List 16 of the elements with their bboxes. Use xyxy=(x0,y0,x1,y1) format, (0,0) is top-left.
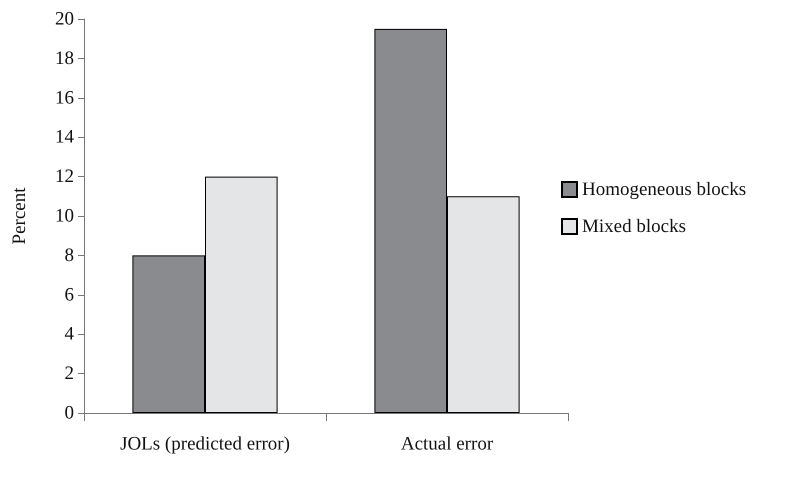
y-tick-label: 10 xyxy=(55,206,74,226)
y-tick-label: 12 xyxy=(55,166,74,188)
y-tick-label: 16 xyxy=(55,87,74,108)
y-tick-label: 18 xyxy=(55,48,74,69)
x-tick-label: JOLs (predicted error) xyxy=(120,434,290,454)
legend-label: Mixed blocks xyxy=(582,216,686,237)
legend-label: Homogeneous blocks xyxy=(582,179,746,200)
y-tick-label: 2 xyxy=(64,363,74,384)
y-tick-label: 14 xyxy=(55,126,74,148)
y-tick-label: 20 xyxy=(55,8,74,30)
x-tick-label: Actual error xyxy=(400,434,494,454)
y-tick-label: 0 xyxy=(64,402,74,424)
y-tick-label: 4 xyxy=(64,324,74,345)
y-axis-title: Percent xyxy=(9,186,30,244)
y-tick-label: 8 xyxy=(64,244,74,266)
y-tick-label: 6 xyxy=(64,284,74,306)
